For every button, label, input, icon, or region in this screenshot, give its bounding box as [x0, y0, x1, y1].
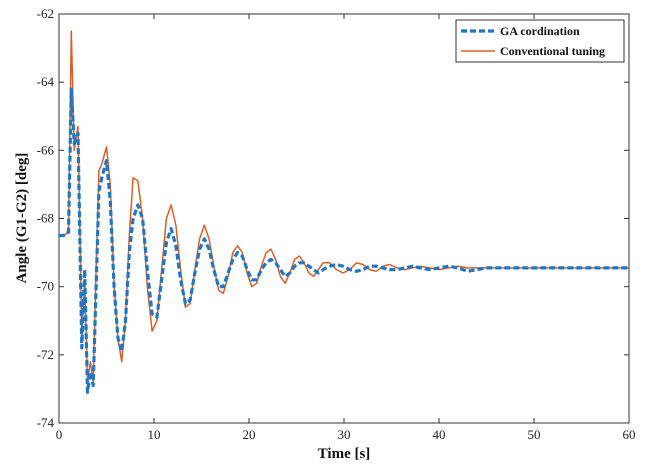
- y-tick-label: -66: [37, 142, 55, 157]
- series-layer: [59, 30, 629, 394]
- y-tick-label: -64: [37, 74, 55, 89]
- y-tick-label: -62: [37, 6, 54, 21]
- series-line-conventional-tuning: [59, 30, 629, 383]
- legend-label-conventional: Conventional tuning: [500, 44, 605, 58]
- plot-frame: [58, 13, 630, 424]
- x-tick-label: 60: [623, 427, 636, 442]
- x-tick-label: 10: [148, 427, 161, 442]
- tick-layer: 0 10 20 30 40 50 60 -74 -72 -70 -68 -66 -64 -62: [37, 6, 636, 442]
- y-tick-label: -68: [37, 211, 54, 226]
- y-axis-title: Angle (G1-G2) [deg]: [14, 153, 30, 284]
- y-tick-label: -74: [37, 415, 55, 430]
- legend-box: [455, 19, 625, 63]
- x-tick-label: 50: [528, 427, 541, 442]
- x-tick-label: 0: [56, 427, 63, 442]
- legend-label-ga: GA cordination: [500, 24, 580, 38]
- x-tick-label: 30: [338, 427, 351, 442]
- y-tick-label: -72: [37, 347, 54, 362]
- x-tick-label: 40: [433, 427, 446, 442]
- legend: GA cordination Conventional tuning: [455, 19, 625, 63]
- x-axis-title: Time [s]: [318, 446, 371, 462]
- y-tick-label: -70: [37, 279, 54, 294]
- series-line-ga-cordination: [59, 87, 629, 394]
- x-tick-label: 20: [243, 427, 256, 442]
